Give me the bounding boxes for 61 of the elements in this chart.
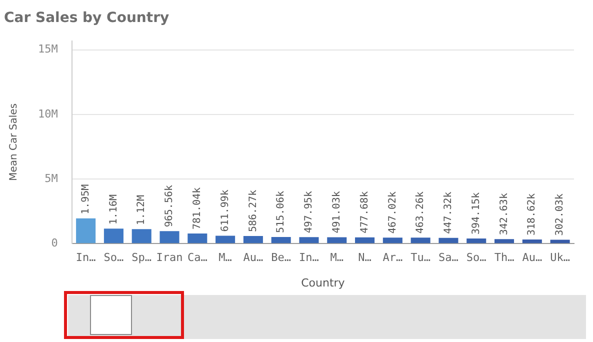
- y-tick-label: 5M: [44, 172, 58, 185]
- bar: [522, 239, 542, 244]
- x-tick-label: Au…: [243, 251, 264, 264]
- data-label: 781.04k: [192, 187, 203, 230]
- bar: [132, 229, 152, 244]
- x-tick-label: Ca…: [187, 251, 208, 264]
- bar: [299, 237, 319, 244]
- bar: [188, 234, 208, 244]
- x-tick-label: M…: [330, 251, 344, 264]
- data-label: 965.56k: [164, 184, 176, 228]
- x-tick-label: Iran: [156, 251, 183, 264]
- bar: [243, 236, 263, 244]
- data-label: 394.15k: [470, 192, 482, 235]
- data-label: 1.12M: [136, 195, 148, 226]
- y-tick-label: 0: [51, 236, 58, 250]
- data-label: 611.99k: [220, 190, 231, 232]
- x-tick-label: Tu…: [410, 251, 431, 264]
- x-tick-label: In…: [299, 251, 320, 264]
- x-tick-label: M…: [218, 251, 232, 264]
- bar: [327, 237, 347, 244]
- bar: [160, 231, 180, 244]
- x-tick-label: In…: [76, 251, 96, 264]
- x-tick-label: Au…: [522, 251, 542, 264]
- bar: [382, 238, 402, 244]
- data-label: 1.16M: [108, 194, 120, 225]
- x-tick-label: Th…: [494, 251, 515, 264]
- data-label: 342.63k: [498, 193, 510, 236]
- data-label: 1.95M: [80, 184, 92, 214]
- x-tick-label: So…: [104, 251, 124, 264]
- bar: [550, 240, 570, 244]
- data-label: 447.32k: [443, 192, 454, 234]
- x-tick-label: So…: [466, 251, 487, 264]
- y-tick-label: 10M: [38, 107, 58, 120]
- bar: [271, 236, 291, 244]
- bar: [216, 236, 236, 244]
- x-tick-label: N…: [358, 251, 372, 264]
- data-label: 302.03k: [554, 194, 566, 236]
- x-axis-title: Country: [301, 276, 346, 290]
- x-tick-label: Sa…: [438, 251, 459, 264]
- y-tick-label: 15M: [38, 42, 58, 56]
- x-tick-label: Be…: [271, 251, 292, 264]
- data-label: 467.02k: [387, 191, 398, 234]
- data-label: 515.06k: [276, 190, 287, 233]
- bar: [355, 237, 375, 244]
- data-label: 586.27k: [248, 190, 259, 232]
- data-label: 463.26k: [415, 191, 426, 234]
- bar: [494, 239, 514, 244]
- chart-title: Car Sales by Country: [4, 10, 170, 26]
- bar: [466, 238, 486, 244]
- bar: [76, 218, 96, 244]
- data-label: 497.95k: [304, 191, 315, 234]
- x-tick-label: Uk…: [550, 251, 570, 264]
- y-axis-title: Mean Car Sales: [8, 103, 20, 181]
- data-label: 491.03k: [331, 191, 342, 234]
- data-label: 477.68k: [359, 191, 370, 234]
- bar: [410, 238, 430, 244]
- bar: [104, 228, 124, 244]
- x-tick-label: Ar…: [382, 251, 403, 264]
- data-label: 318.62k: [526, 193, 538, 236]
- x-tick-label: Sp…: [132, 251, 152, 264]
- bar: [438, 238, 458, 244]
